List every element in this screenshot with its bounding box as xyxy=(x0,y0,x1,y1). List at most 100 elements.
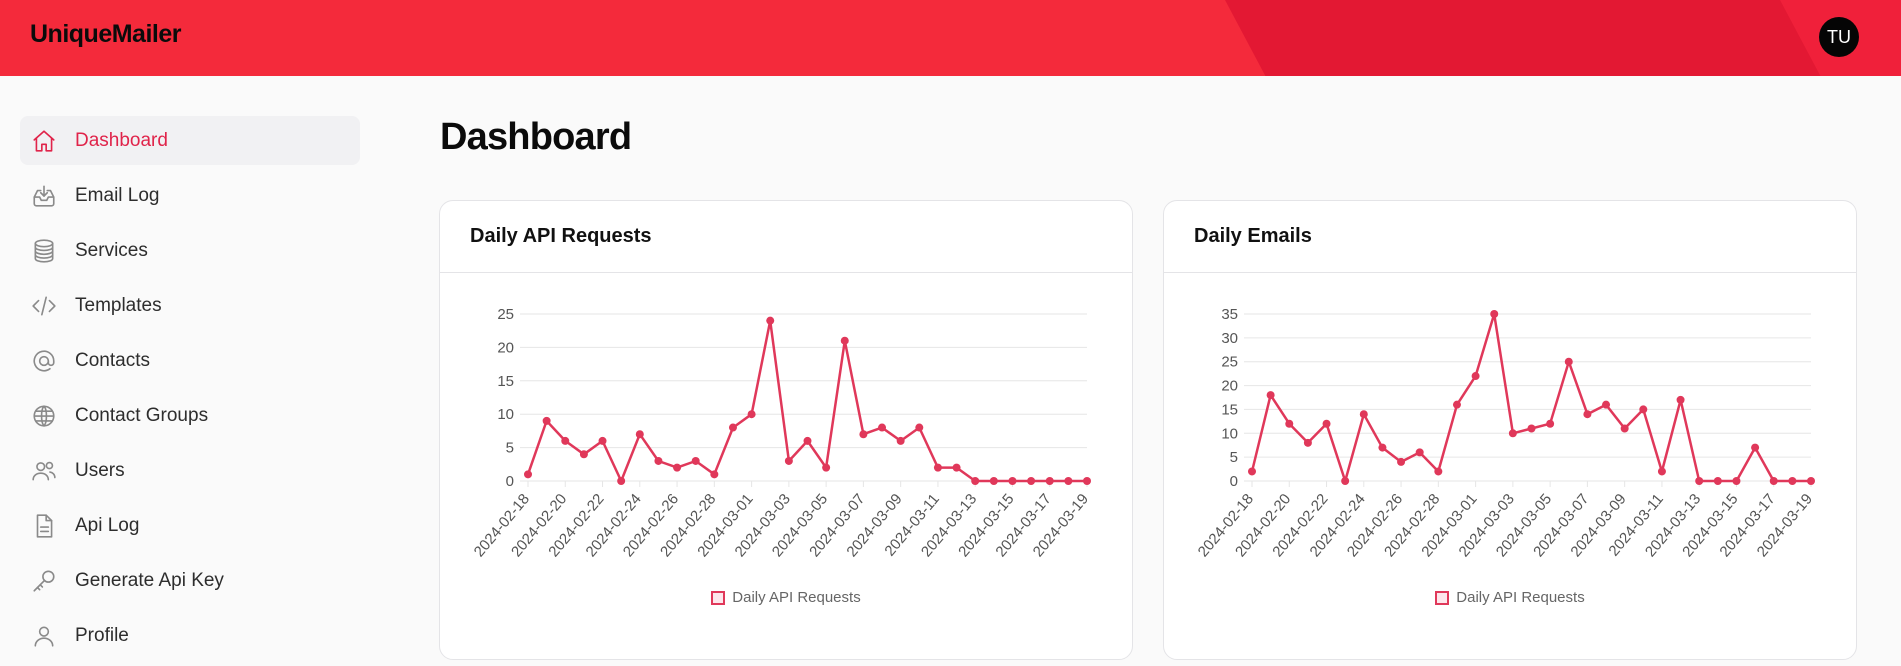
data-point xyxy=(1083,477,1091,485)
sidebar-item-label: Services xyxy=(75,239,148,261)
data-point xyxy=(617,477,626,485)
y-tick-label: 15 xyxy=(1221,401,1238,418)
data-point xyxy=(654,456,663,465)
data-point xyxy=(952,463,961,472)
data-point xyxy=(1490,310,1499,318)
data-point xyxy=(1676,395,1685,404)
y-tick-label: 30 xyxy=(1221,330,1238,347)
y-tick-label: 35 xyxy=(1221,306,1238,323)
data-point xyxy=(1788,477,1797,485)
data-point xyxy=(1341,477,1350,485)
y-tick-label: 5 xyxy=(1230,449,1238,466)
emails-card: Daily Emails 0 5 10 15 20 25 30 35 2024-02-18 202… xyxy=(1163,200,1857,660)
chart-legend[interactable]: Daily API Requests xyxy=(440,589,1132,606)
sidebar-item-label: Users xyxy=(75,459,125,481)
data-point xyxy=(1807,477,1815,485)
data-point xyxy=(561,436,570,445)
data-point xyxy=(1639,405,1648,414)
data-point xyxy=(1248,467,1256,476)
data-point xyxy=(1583,410,1592,419)
sidebar-item-label: Profile xyxy=(75,624,129,646)
sidebar-item-templates[interactable]: Templates xyxy=(20,281,360,330)
home-icon xyxy=(30,127,58,155)
data-point xyxy=(1751,443,1760,452)
data-point xyxy=(1732,477,1741,485)
page-title: Dashboard xyxy=(440,116,632,158)
legend-swatch xyxy=(1435,590,1450,605)
data-point xyxy=(915,423,924,432)
data-point xyxy=(1285,419,1294,428)
code-icon xyxy=(30,292,58,320)
top-bar: UniqueMailer TU xyxy=(0,0,1901,76)
emails-chart: 051015202530352024-02-182024-02-202024-0… xyxy=(1195,306,1816,560)
sidebar-item-contacts[interactable]: Contacts xyxy=(20,336,360,385)
data-point xyxy=(766,316,775,325)
data-point xyxy=(822,463,831,472)
data-point xyxy=(1303,438,1312,447)
data-point xyxy=(1471,372,1480,381)
data-point xyxy=(840,336,849,345)
y-tick-label: 0 xyxy=(1230,473,1238,490)
data-point xyxy=(784,456,793,465)
data-point xyxy=(524,470,532,479)
database-icon xyxy=(30,237,58,265)
data-point xyxy=(1322,419,1331,428)
sidebar-item-label: Contact Groups xyxy=(75,404,209,426)
data-point xyxy=(1434,467,1443,476)
data-point xyxy=(1527,424,1536,433)
legend-label: Daily API Requests xyxy=(1456,589,1585,606)
sidebar-item-label: Api Log xyxy=(75,514,140,536)
data-point xyxy=(989,477,998,485)
sidebar-item-services[interactable]: Services xyxy=(20,226,360,275)
data-point xyxy=(1602,400,1611,409)
y-tick-label: 10 xyxy=(1221,425,1238,442)
data-point xyxy=(1359,410,1368,419)
data-point xyxy=(1045,477,1054,485)
data-point xyxy=(542,416,551,425)
sidebar-item-label: Email Log xyxy=(75,184,160,206)
app-brand[interactable]: UniqueMailer xyxy=(30,20,181,48)
sidebar-item-email-log[interactable]: Email Log xyxy=(20,171,360,220)
data-point xyxy=(1266,391,1275,400)
data-point xyxy=(673,463,682,472)
sidebar-item-label: Dashboard xyxy=(75,129,168,151)
data-point xyxy=(1378,443,1387,452)
y-tick-label: 20 xyxy=(497,339,514,356)
user-avatar[interactable]: TU xyxy=(1819,17,1859,57)
data-point xyxy=(896,436,905,445)
user-icon xyxy=(30,622,58,650)
legend-swatch xyxy=(711,590,726,605)
data-point xyxy=(933,463,942,472)
key-icon xyxy=(30,567,58,595)
y-tick-label: 10 xyxy=(497,406,514,423)
sidebar-item-api-log[interactable]: Api Log xyxy=(20,501,360,550)
card-title: Daily Emails xyxy=(1164,201,1856,273)
data-point xyxy=(971,477,980,485)
data-point xyxy=(1546,419,1555,428)
sidebar-item-contact-groups[interactable]: Contact Groups xyxy=(20,391,360,440)
chart-legend[interactable]: Daily API Requests xyxy=(1164,589,1856,606)
data-point xyxy=(1508,429,1517,438)
data-point xyxy=(1008,477,1017,485)
data-point xyxy=(1620,424,1629,433)
y-tick-label: 5 xyxy=(506,440,514,457)
data-point xyxy=(728,423,737,432)
document-icon xyxy=(30,512,58,540)
sidebar-item-label: Generate Api Key xyxy=(75,569,224,591)
sidebar-item-profile[interactable]: Profile xyxy=(20,611,360,660)
sidebar-item-dashboard[interactable]: Dashboard xyxy=(20,116,360,165)
sidebar-item-generate-api-key[interactable]: Generate Api Key xyxy=(20,556,360,605)
data-point xyxy=(1769,477,1778,485)
users-icon xyxy=(30,457,58,485)
sidebar-item-users[interactable]: Users xyxy=(20,446,360,495)
series-line xyxy=(1250,312,1811,483)
data-point xyxy=(691,456,700,465)
data-point xyxy=(1452,400,1461,409)
data-point xyxy=(1695,477,1704,485)
at-icon xyxy=(30,347,58,375)
data-point xyxy=(803,436,812,445)
y-tick-label: 25 xyxy=(1221,354,1238,371)
globe-icon xyxy=(30,402,58,430)
sidebar: Dashboard Email Log Services Templates C… xyxy=(20,116,360,666)
y-tick-label: 0 xyxy=(506,473,514,490)
